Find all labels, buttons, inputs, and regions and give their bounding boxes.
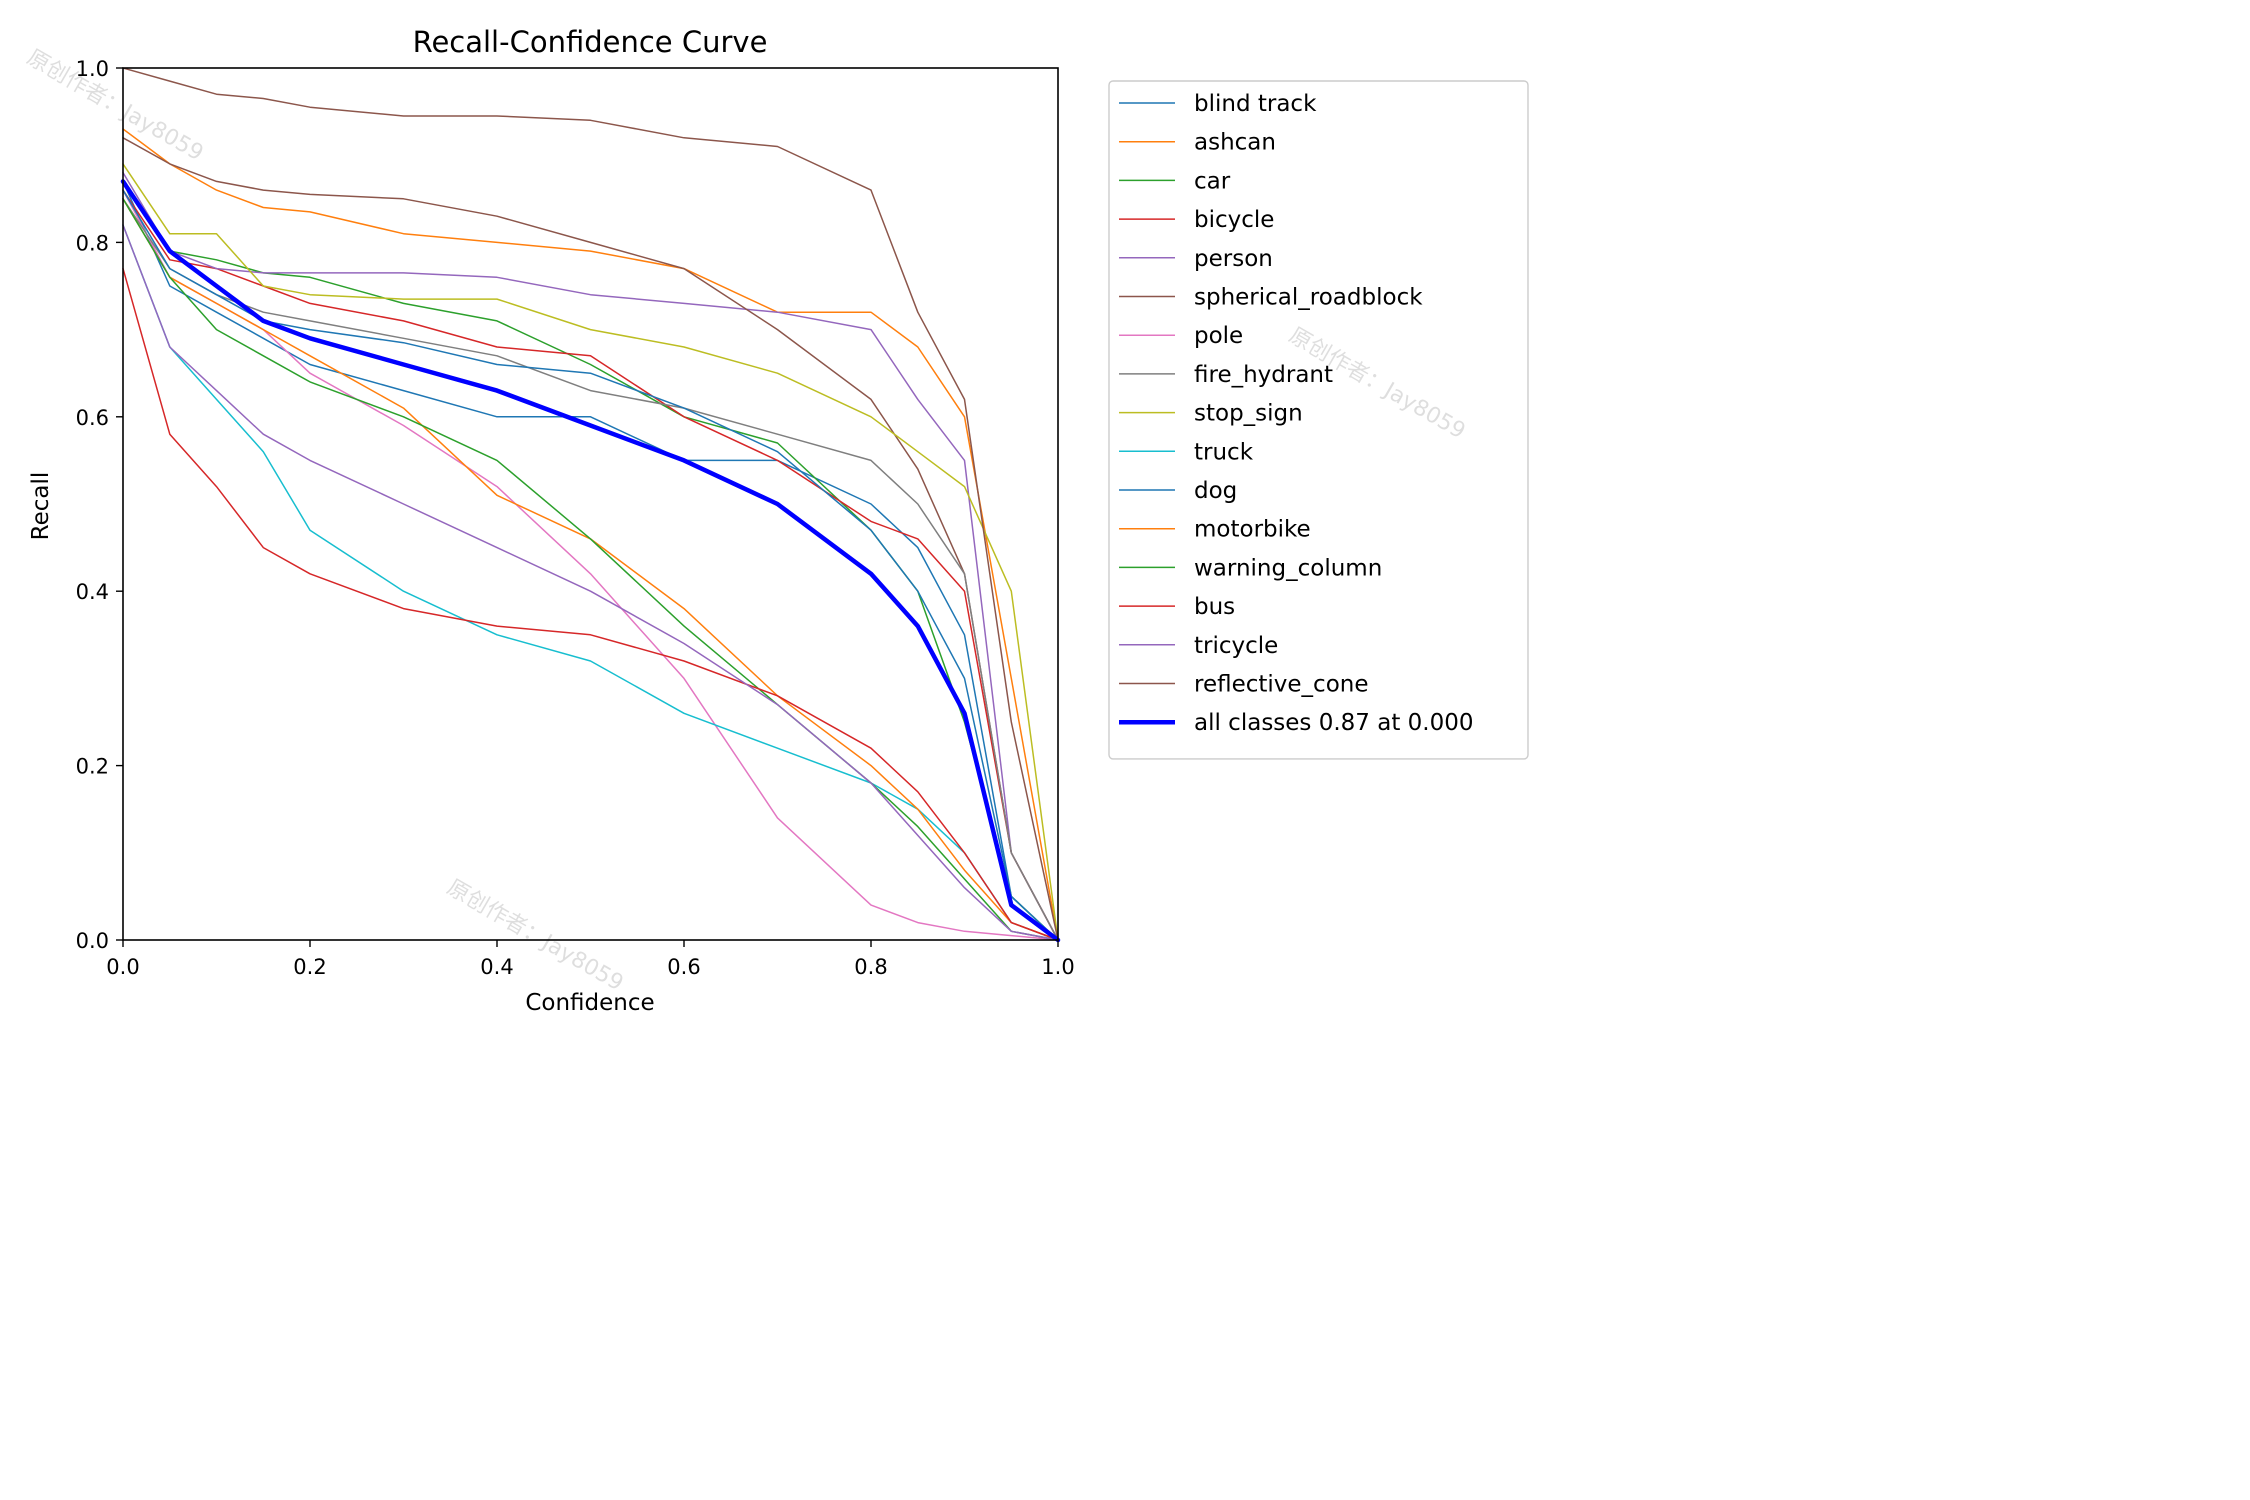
- legend-label-person: person: [1194, 246, 1273, 272]
- y-tick-label: 1.0: [76, 57, 109, 81]
- series-line-fire-hydrant: [122, 198, 1059, 941]
- legend-label-truck: truck: [1194, 439, 1254, 465]
- legend-label-ashcan: ashcan: [1194, 130, 1276, 156]
- legend-label-bus: bus: [1194, 594, 1235, 620]
- y-tick-label: 0.4: [76, 580, 109, 604]
- x-tick-label: 1.0: [1041, 955, 1074, 979]
- legend-label-warning-column: warning_column: [1194, 555, 1382, 581]
- legend-label-bicycle: bicycle: [1194, 207, 1274, 233]
- series-line-tricycle: [122, 224, 1059, 941]
- legend-label-all-classes-0-87-at-0-000: all classes 0.87 at 0.000: [1194, 710, 1474, 736]
- legend-label-spherical-roadblock: spherical_roadblock: [1194, 285, 1423, 311]
- y-axis-label: Recall: [28, 472, 54, 541]
- x-axis-label: Confidence: [525, 990, 654, 1016]
- series-line-dog: [122, 189, 1059, 941]
- legend-label-fire-hydrant: fire_hydrant: [1194, 362, 1333, 388]
- series-line-blind-track: [122, 180, 1059, 941]
- series-line-person: [122, 171, 1059, 941]
- series-line-bus: [122, 267, 1059, 941]
- legend-label-blind-track: blind track: [1194, 91, 1317, 117]
- series-line-warning-column: [122, 198, 1059, 941]
- plot-frame: [122, 67, 1059, 941]
- legend: blind track ashcan car bicycle person spheric…: [1108, 80, 1529, 760]
- chart-canvas: Recall-Confidence Curve 0.0 0.2 0.4 0.6 0.8 1…: [28, 25, 1529, 1016]
- y-tick-label: 0.0: [76, 929, 109, 953]
- legend-label-car: car: [1194, 168, 1231, 194]
- x-tick-label: 0.2: [293, 955, 326, 979]
- legend-box: [1108, 80, 1529, 760]
- x-tick-label: 0.6: [667, 955, 700, 979]
- y-tick-label: 0.8: [76, 231, 109, 255]
- chart-title: Recall-Confidence Curve: [413, 25, 768, 59]
- series-line-car: [122, 180, 1059, 941]
- series-line-spherical-roadblock: [122, 137, 1059, 941]
- series-line-reflective-cone: [122, 67, 1059, 941]
- series-line-bicycle: [122, 189, 1059, 941]
- x-tick-label: 0.4: [480, 955, 513, 979]
- recall-confidence-chart: Recall-Confidence Curve 0.0 0.2 0.4 0.6 0.8 1…: [0, 0, 1556, 1037]
- series-line-all-classes-0-87-at-0-000: [120, 179, 1061, 943]
- series-line-truck: [122, 224, 1059, 941]
- y-tick-label: 0.2: [76, 755, 109, 779]
- axes: 0.0 0.2 0.4 0.6 0.8 1.0 0.0 0.2 0.4 0.6 0.8 1.0: [76, 57, 1075, 979]
- x-tick-label: 0.8: [854, 955, 887, 979]
- legend-label-reflective-cone: reflective_cone: [1194, 672, 1369, 698]
- legend-label-motorbike: motorbike: [1194, 517, 1311, 543]
- series-line-ashcan: [122, 128, 1059, 941]
- x-tick-label: 0.0: [106, 955, 139, 979]
- legend-label-tricycle: tricycle: [1194, 633, 1278, 659]
- legend-label-pole: pole: [1194, 323, 1243, 349]
- series-line-stop-sign: [122, 163, 1059, 941]
- legend-label-stop-sign: stop_sign: [1194, 401, 1303, 427]
- legend-label-dog: dog: [1194, 478, 1237, 504]
- y-tick-label: 0.6: [76, 406, 109, 430]
- plot-area: [120, 67, 1061, 943]
